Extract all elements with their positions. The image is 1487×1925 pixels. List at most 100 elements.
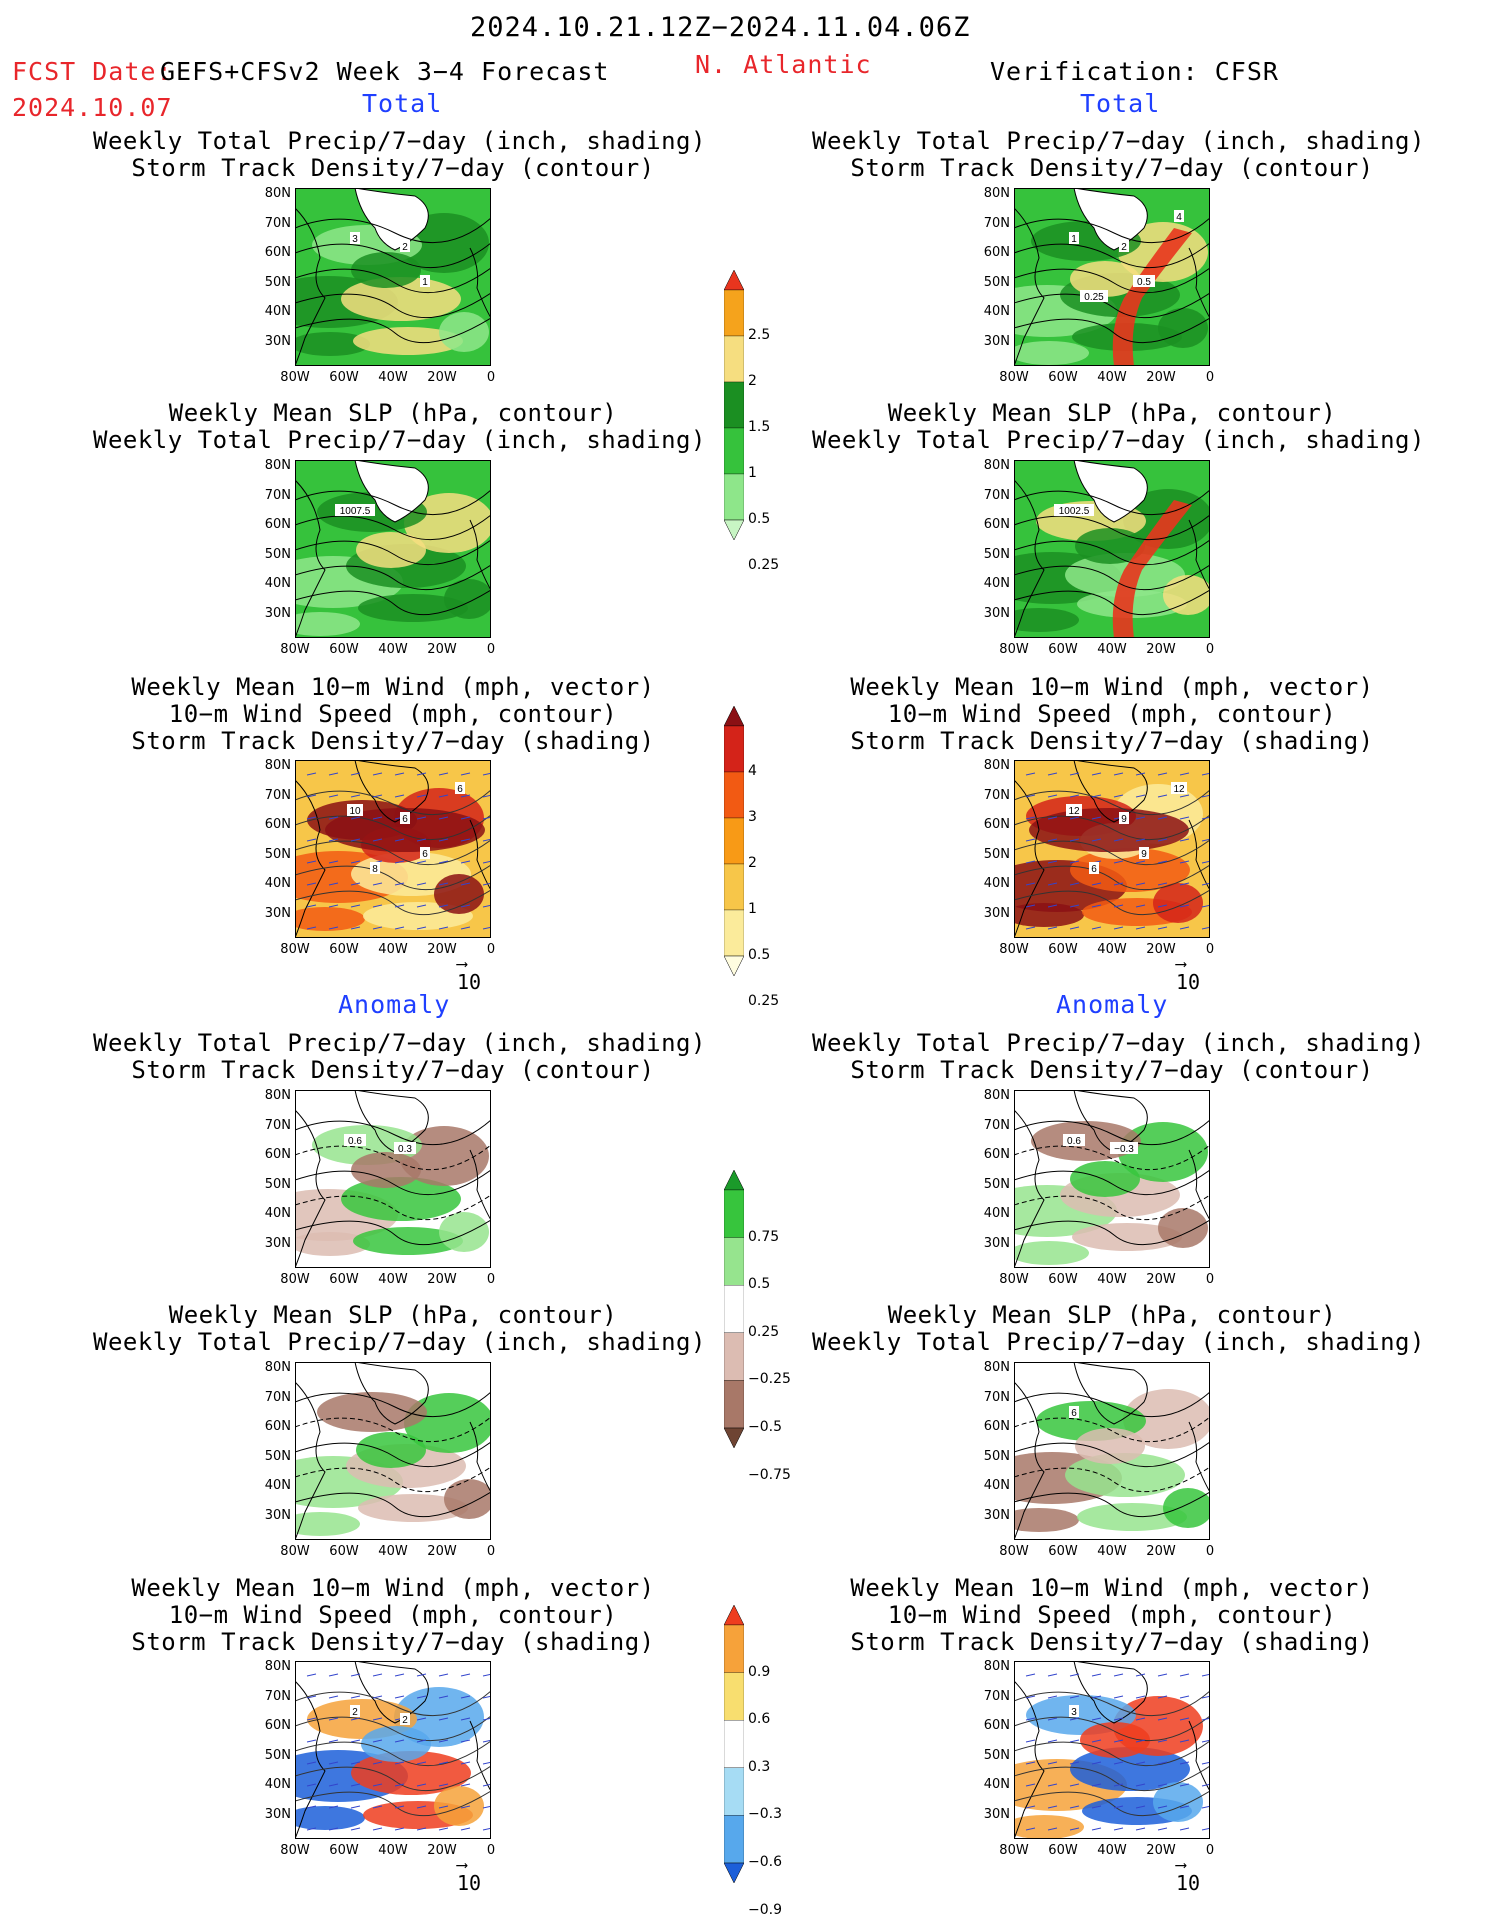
svg-text:3: 3 (1071, 1707, 1077, 1718)
lon-tick-label: 20W (1146, 1272, 1176, 1287)
wind-vector (328, 926, 339, 930)
wind-vector (1179, 1761, 1190, 1765)
wind-vector (328, 772, 339, 776)
lon-tick-label: 0 (486, 642, 496, 657)
panel-title-p4r-line1: Weekly Total Precip/7−day (inch, shading… (812, 1029, 1425, 1057)
contour-line (1013, 1466, 1211, 1493)
shading-region (341, 277, 461, 321)
shading-region (290, 1232, 370, 1256)
panel-title-p1l-line1: Weekly Total Precip/7−day (inch, shading… (93, 127, 706, 155)
vector-reference: ⟶ 10 (1176, 954, 1201, 995)
wind-vector (1069, 838, 1080, 842)
contour-line (294, 1765, 492, 1792)
wind-vector (1091, 1761, 1102, 1765)
wind-vector (328, 882, 339, 886)
lat-tick-label: 60N (983, 517, 1010, 532)
wind-vector (1157, 838, 1168, 842)
colorbar-tick-label: 2 (748, 373, 757, 389)
lon-tick-label: 60W (1048, 642, 1078, 657)
shading-region (404, 493, 494, 553)
wind-vector (1179, 1783, 1190, 1787)
contour-line (294, 1690, 492, 1717)
wind-vector (1135, 882, 1146, 886)
contour-line (294, 1740, 492, 1767)
lat-tick-label: 30N (264, 1235, 291, 1251)
wind-vector (328, 904, 339, 908)
shading-region (353, 327, 463, 355)
map-panel-p4r: 0.6 −0.3 (977, 1089, 1211, 1272)
lon-tick-label: 60W (329, 1843, 359, 1858)
wind-vector (350, 1805, 361, 1809)
wind-vector (1157, 1739, 1168, 1743)
lat-tick-label: 40N (983, 1478, 1010, 1493)
lon-tick-label: 40W (1097, 1544, 1127, 1559)
lon-tick-label: 20W (427, 1272, 457, 1287)
wind-vector (460, 1695, 471, 1699)
wind-vector (306, 816, 317, 820)
wind-vector (1135, 816, 1146, 820)
vector-reference: ⟶ 10 (1176, 1855, 1201, 1896)
shading-region (1153, 883, 1203, 923)
lon-tick-label: 60W (1048, 1544, 1078, 1559)
shading-region (1065, 1453, 1185, 1497)
contour-line (1013, 1441, 1211, 1468)
panel-title-p3l-line3: Storm Track Density/7−day (shading) (131, 727, 655, 755)
wind-vector (328, 1673, 339, 1677)
lat-tick-label: 70N (983, 1117, 1010, 1133)
shading-region (1009, 1241, 1089, 1265)
vector-reference: ⟶ 10 (457, 1855, 482, 1896)
shading-region (353, 1227, 463, 1255)
lat-tick-label: 30N (983, 605, 1010, 621)
wind-vector (1179, 926, 1190, 930)
europe-coast (1188, 1720, 1211, 1792)
contour-label: 1007.5 (335, 504, 375, 517)
wind-vector (1157, 1783, 1168, 1787)
wind-vector (1091, 1717, 1102, 1721)
lat-tick-label: 60N (983, 1419, 1010, 1434)
wind-vector (328, 1717, 339, 1721)
contour-line (1013, 814, 1211, 841)
wind-vector (372, 794, 383, 798)
svg-text:2: 2 (1121, 242, 1127, 253)
europe-coast (1188, 819, 1211, 891)
contour-label: 0.5 (1133, 275, 1155, 288)
contour-line (1013, 1715, 1211, 1742)
section-total-left: Total (362, 89, 443, 118)
wind-vector (460, 1805, 471, 1809)
wind-vector (416, 926, 427, 930)
lat-tick-label: 50N (983, 1176, 1010, 1192)
lat-tick-label: 80N (983, 758, 1010, 773)
greenland-outline (354, 459, 429, 523)
period-title: 2024.10.21.12Z−2024.11.04.06Z (470, 12, 971, 43)
wind-vector (350, 794, 361, 798)
wind-vector (1113, 926, 1124, 930)
wind-vector (1179, 772, 1190, 776)
fcst-date-label: FCST Date: (12, 57, 173, 86)
wind-vector (1047, 882, 1058, 886)
wind-vector (1157, 772, 1168, 776)
lon-tick-label: 40W (1097, 642, 1127, 657)
wind-vector (1069, 1673, 1080, 1677)
wind-vector (1135, 1717, 1146, 1721)
lon-tick-label: 80W (280, 1272, 310, 1287)
wind-vector (306, 860, 317, 864)
panel-title-p3r-line2: 10−m Wind Speed (mph, contour) (887, 700, 1337, 728)
wind-vector (1113, 1673, 1124, 1677)
lon-tick-label: 20W (427, 1843, 457, 1858)
lon-tick-label: 40W (1097, 942, 1127, 957)
north-america-coast (1013, 1381, 1045, 1541)
wind-vector (1135, 772, 1146, 776)
wind-vector (1025, 1739, 1036, 1743)
map-panel-p2r: 1002.5 (982, 459, 1213, 642)
lat-tick-label: 30N (983, 1235, 1010, 1251)
north-america-coast (1013, 1680, 1045, 1840)
lon-tick-label: 0 (486, 1544, 496, 1559)
map-panel-p1l: 3 2 1 (258, 187, 492, 370)
panel-title-p4l-line2: Storm Track Density/7−day (contour) (131, 1056, 655, 1084)
contour-label: 2 (400, 240, 410, 253)
colorbar-tick-label: −0.25 (748, 1371, 791, 1388)
panel-title-p6r-line2: 10−m Wind Speed (mph, contour) (887, 1601, 1337, 1629)
north-america-coast (294, 207, 326, 367)
panel-title-p3l-line2: 10−m Wind Speed (mph, contour) (168, 700, 618, 728)
panel-title-p3r-line3: Storm Track Density/7−day (shading) (850, 727, 1374, 755)
